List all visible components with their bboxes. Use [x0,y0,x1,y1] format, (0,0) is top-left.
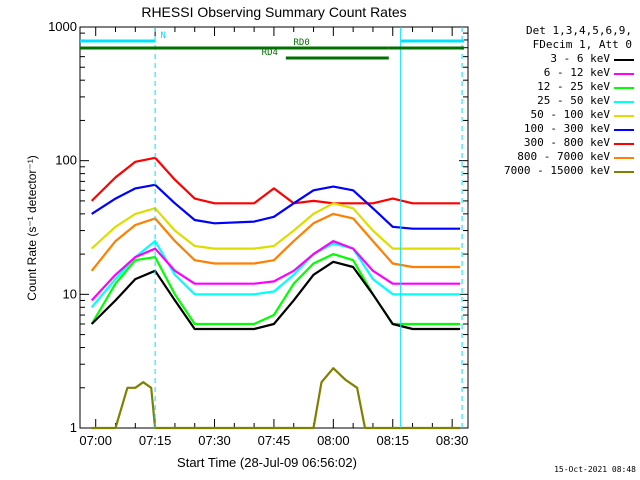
legend-entry: 25 - 50 keV [478,94,638,108]
y-tick-label: 10 [63,286,77,301]
series-line-12-25-kev [90,253,461,326]
annotation-label: N [160,31,165,41]
series-line-300-800-kev [90,156,461,205]
vertical-markers [154,27,463,428]
legend-entry: 300 - 800 keV [478,136,638,150]
legend-entry-label: 800 - 7000 keV [517,150,610,163]
legend-swatch [614,87,634,89]
series-line-7000-15000-kev [91,367,461,430]
series-line-50-100-kev [90,202,461,250]
legend-swatch [614,101,634,103]
annotation-bars: N RD0 RD4 [80,31,465,60]
legend-entry-label: 12 - 25 keV [537,80,610,93]
legend-entry-label: 6 - 12 keV [543,66,610,79]
legend-entry: 12 - 25 keV [478,80,638,94]
series-line-800-7000-kev [90,212,461,272]
legend-swatch [614,59,634,61]
legend-swatch [614,73,634,75]
legend-header-line-1: Det 1,3,4,5,6,9, [526,24,632,37]
x-tick-label: 07:00 [79,433,112,448]
legend-entry: 7000 - 15000 keV [478,164,638,178]
series-group [90,156,461,430]
legend-entry-label: 50 - 100 keV [530,108,610,121]
annotation-label: RD4 [262,48,278,58]
legend-entry-label: 3 - 6 keV [550,52,610,65]
footer-timestamp: 15-Oct-2021 08:48 [554,465,636,474]
x-tick-label: 07:15 [139,433,172,448]
legend-entry-label: 100 - 300 keV [523,122,610,135]
legend: Det 1,3,4,5,6,9, FDecim 1, Att 0 3 - 6 k… [478,24,638,178]
legend-entry-label: 300 - 800 keV [523,136,610,149]
x-axis-ticks: 07:00 07:15 07:30 07:45 08:00 08:15 08:30 [79,27,468,448]
legend-header-line-2: FDecim 1, Att 0 [532,38,632,51]
x-tick-label: 07:45 [258,433,291,448]
y-axis-label: Count Rate (s⁻¹ detector⁻¹) [25,155,39,300]
chart-title: RHESSI Observing Summary Count Rates [141,4,406,20]
x-axis-label: Start Time (28-Jul-09 06:56:02) [177,455,357,470]
x-tick-label: 08:00 [317,433,350,448]
y-tick-label: 1000 [48,19,77,34]
annotation-label: RD0 [294,38,310,48]
legend-swatch [614,129,634,131]
legend-entry: 100 - 300 keV [478,122,638,136]
x-tick-label: 08:30 [436,433,469,448]
legend-swatch [614,143,634,145]
y-axis-ticks: 1 10 100 1000 [48,19,468,435]
legend-swatch [614,157,634,159]
x-tick-label: 08:15 [376,433,409,448]
legend-entry: 50 - 100 keV [478,108,638,122]
legend-swatch [614,115,634,117]
legend-entry: 6 - 12 keV [478,66,638,80]
x-tick-label: 07:30 [198,433,231,448]
legend-entry-label: 7000 - 15000 keV [504,164,610,177]
y-tick-label: 1 [70,420,77,435]
legend-swatch [614,171,634,173]
y-tick-label: 100 [55,153,77,168]
legend-entry: 3 - 6 keV [478,52,638,66]
series-line-6-12-kev [90,240,461,302]
series-line-25-50-kev [90,240,461,309]
legend-rows: 3 - 6 keV 6 - 12 keV 12 - 25 keV 25 - 50 ke… [478,52,638,178]
legend-entry: 800 - 7000 keV [478,150,638,164]
legend-entry-label: 25 - 50 keV [537,94,610,107]
